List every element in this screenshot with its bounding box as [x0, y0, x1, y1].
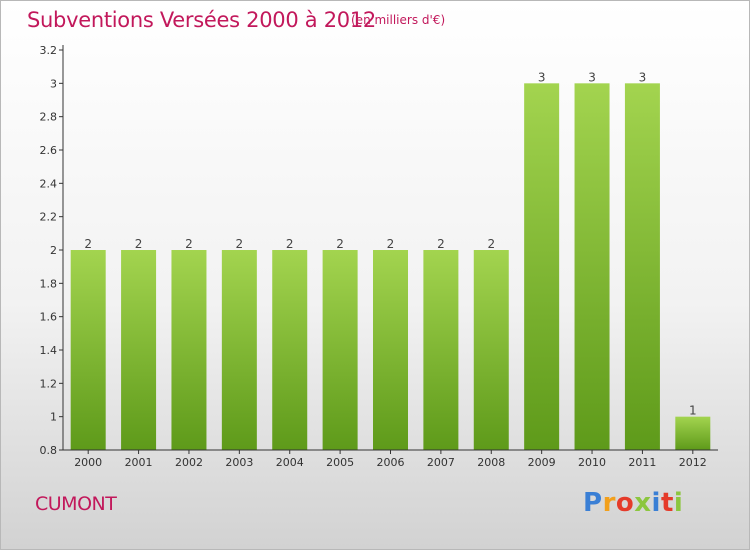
axis-layer: 2000 2001 2002 2003 2004 2005 2006 2007 2008 2009… [40, 44, 718, 469]
bar-2006 [373, 250, 408, 450]
data-label-2006: 2 [387, 237, 395, 251]
bar-2003 [221, 250, 257, 450]
y-tick-label-1.6: 1.6 [40, 311, 58, 324]
x-tick-label-2009: 2009 [528, 456, 556, 469]
data-label-2005: 2 [336, 237, 344, 251]
y-tick-label-2.2: 2.2 [40, 211, 58, 224]
commune-name: CUMONT [35, 493, 117, 515]
data-label-2008: 2 [487, 237, 495, 251]
x-tick-label-2000: 2000 [74, 456, 102, 469]
logo-letter: t [660, 488, 674, 518]
y-tick-label-1.8: 1.8 [40, 277, 58, 290]
x-tick-label-2003: 2003 [225, 456, 253, 469]
x-tick-label-2004: 2004 [276, 456, 304, 469]
proxiti-logo[interactable]: Proxiti [583, 488, 683, 518]
y-tick-label-0.8: 0.8 [40, 444, 58, 457]
y-tick-label-1: 1 [50, 411, 57, 424]
y-tick-label-2.6: 2.6 [40, 144, 58, 157]
bar-2008 [473, 250, 509, 450]
y-tick-label-3: 3 [50, 77, 57, 90]
data-label-2003: 2 [236, 237, 244, 251]
y-tick-label-3.2: 3.2 [40, 44, 58, 57]
data-label-2012: 1 [689, 404, 697, 418]
x-tick-label-2011: 2011 [628, 456, 656, 469]
bar-2002 [171, 250, 207, 450]
bar-2010 [574, 83, 610, 450]
y-tick-label-2: 2 [50, 244, 57, 257]
bar-2011 [624, 83, 660, 450]
x-tick-label-2007: 2007 [427, 456, 455, 469]
logo-letter: P [583, 488, 603, 518]
logo-letter: o [615, 488, 635, 518]
bars-layer: 2 2 2 2 2 2 2 2 2 3 3 3 1 [70, 70, 711, 450]
bar-2001 [121, 250, 157, 450]
bar-2005 [322, 250, 358, 450]
logo-letter: i [651, 488, 661, 518]
x-tick-label-2002: 2002 [175, 456, 203, 469]
data-label-2001: 2 [135, 237, 143, 251]
x-tick-label-2005: 2005 [326, 456, 354, 469]
data-label-2011: 3 [639, 70, 647, 84]
x-tick-label-2001: 2001 [125, 456, 153, 469]
x-tick-label-2012: 2012 [679, 456, 707, 469]
bar-2000 [70, 250, 106, 450]
chart-title: Subventions Versées 2000 à 2012 [27, 8, 376, 32]
bar-2004 [272, 250, 308, 450]
bar-2007 [423, 250, 459, 450]
data-label-2002: 2 [185, 237, 193, 251]
logo-letter: i [673, 488, 684, 518]
data-label-2004: 2 [286, 237, 294, 251]
data-label-2000: 2 [84, 237, 92, 251]
data-label-2010: 3 [588, 70, 596, 84]
bar-2009 [524, 83, 560, 450]
y-tick-label-2.8: 2.8 [40, 111, 58, 124]
data-label-2009: 3 [538, 70, 546, 84]
y-tick-label-2.4: 2.4 [40, 177, 58, 190]
x-tick-label-2010: 2010 [578, 456, 606, 469]
chart-subtitle: (en milliers d'€) [351, 13, 446, 27]
data-label-2007: 2 [437, 237, 445, 251]
logo-letter: x [634, 488, 652, 518]
logo-letter: r [602, 488, 616, 518]
x-tick-label-2006: 2006 [377, 456, 405, 469]
y-tick-label-1.2: 1.2 [40, 377, 58, 390]
x-tick-label-2008: 2008 [477, 456, 505, 469]
bar-2012 [675, 416, 711, 450]
y-tick-label-1.4: 1.4 [40, 344, 58, 357]
